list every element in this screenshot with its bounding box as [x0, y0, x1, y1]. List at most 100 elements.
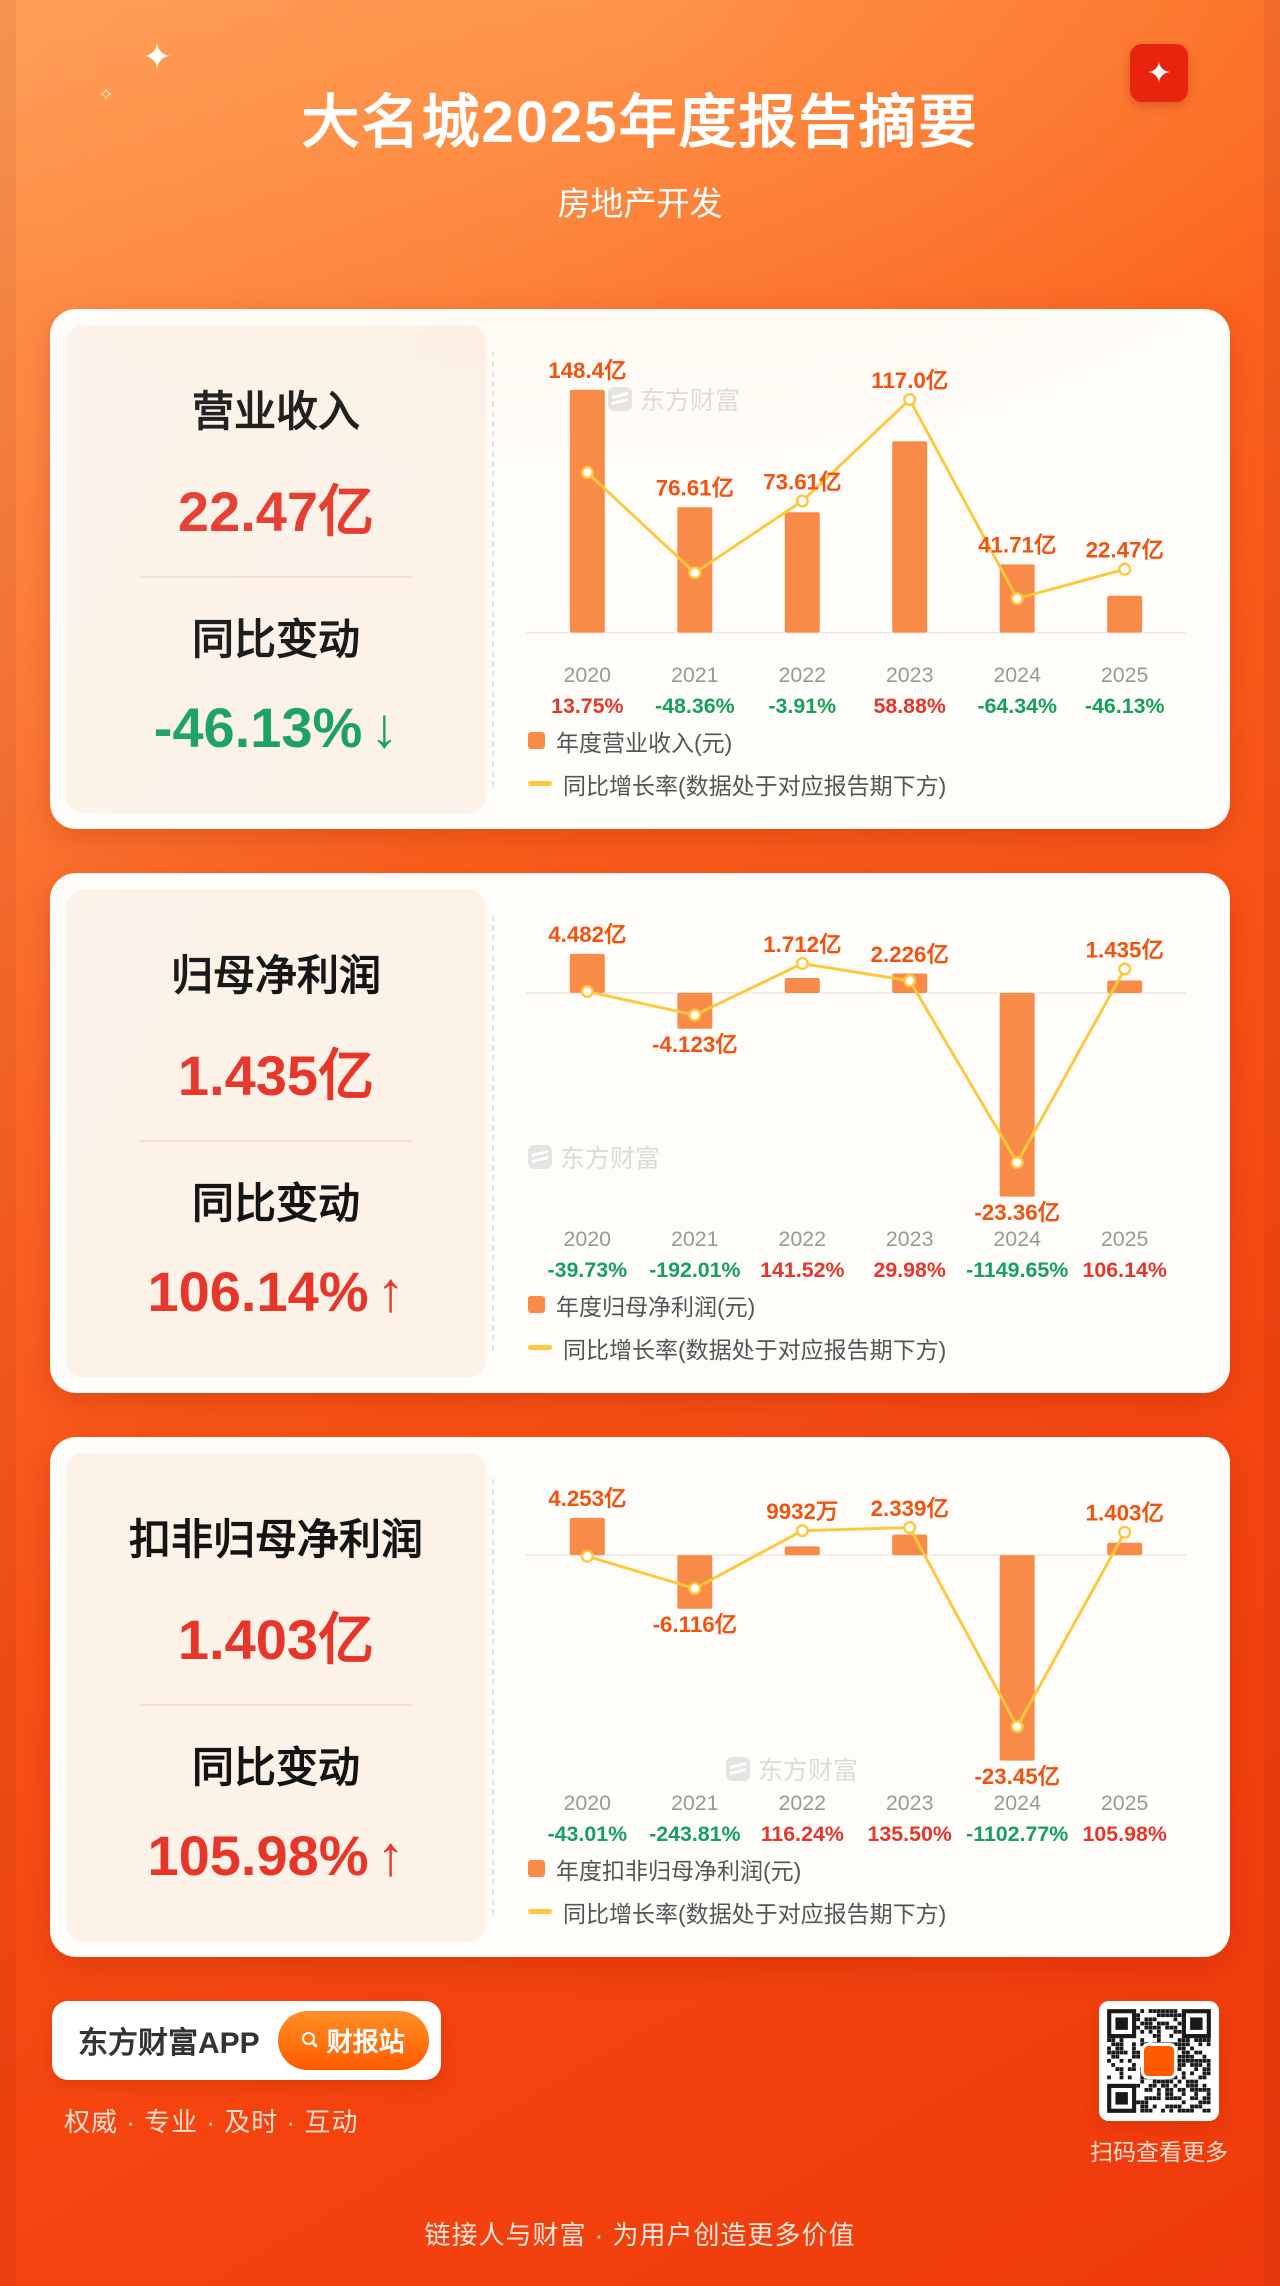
line-legend-swatch — [528, 1909, 552, 1915]
line-marker — [795, 956, 809, 970]
line-legend-swatch — [528, 781, 552, 787]
line-marker — [1010, 591, 1024, 605]
line-legend-label: 同比增长率(数据处于对应报告期下方) — [563, 1900, 947, 1927]
line-marker — [688, 1008, 702, 1022]
year-label: 2022 — [779, 1791, 827, 1815]
bar-value-label: 2.226亿 — [871, 942, 949, 967]
growth-label: -64.34% — [977, 694, 1057, 718]
bar-value-label: 1.435亿 — [1086, 937, 1164, 962]
bar-legend-swatch — [528, 732, 545, 750]
growth-label: -192.01% — [649, 1258, 740, 1282]
line-marker — [1010, 1719, 1024, 1733]
metric-label: 扣非归母净利润 — [128, 1515, 423, 1563]
line-marker — [580, 984, 594, 998]
line-marker — [688, 565, 702, 580]
year-label: 2021 — [671, 663, 719, 687]
change-value: -46.13% ↓ — [154, 695, 399, 760]
metric-value: 1.403亿 — [177, 1607, 375, 1671]
bar-value-label: 4.482亿 — [548, 922, 626, 947]
year-label: 2023 — [886, 663, 934, 687]
footer-slogan: 权威 · 专业 · 及时 · 互动 — [64, 2106, 359, 2137]
bar — [1107, 595, 1143, 633]
line-marker — [795, 1523, 809, 1537]
growth-line — [586, 961, 1126, 1164]
bar — [569, 389, 605, 633]
legend-line-row: 同比增长率(数据处于对应报告期下方) — [528, 1331, 1200, 1365]
net-profit-bar-line-chart: 4.482亿 -4.123亿 1.712亿 2.226亿 -23.36亿 1.435亿 20… — [525, 922, 1187, 1282]
divider — [140, 1703, 412, 1706]
bar-value-label: -23.45亿 — [974, 1764, 1060, 1789]
qr-caption: 扫码查看更多 — [1090, 2138, 1228, 2165]
change-value: 105.98% ↑ — [147, 1823, 404, 1888]
legend-line-row: 同比增长率(数据处于对应报告期下方) — [528, 767, 1200, 801]
bar — [892, 1534, 928, 1555]
change-value: 106.14% ↑ — [147, 1259, 404, 1324]
legend-bar-row: 年度营业收入(元) — [528, 724, 1200, 758]
bar — [892, 440, 928, 633]
change-label: 同比变动 — [191, 1179, 360, 1227]
bar-value-label: 9932万 — [766, 1499, 838, 1524]
year-label: 2023 — [886, 1227, 934, 1251]
metric-panel: 扣非归母净利润 1.403亿 同比变动 105.98% ↑ — [66, 1452, 486, 1941]
change-arrow-icon: ↑ — [376, 1823, 405, 1887]
divider — [140, 1139, 412, 1142]
growth-label: 58.88% — [873, 694, 945, 718]
bar — [569, 953, 605, 993]
bar-value-label: -23.36亿 — [974, 1200, 1060, 1225]
metric-panel: 归母净利润 1.435亿 同比变动 106.14% ↑ — [66, 888, 486, 1377]
line-marker — [580, 465, 594, 479]
metric-label: 营业收入 — [191, 387, 360, 435]
change-label: 同比变动 — [191, 1743, 360, 1791]
growth-label: -1149.65% — [966, 1258, 1068, 1282]
line-marker — [903, 973, 917, 987]
line-legend-label: 同比增长率(数据处于对应报告期下方) — [563, 1336, 947, 1363]
bar-value-label: 117.0亿 — [871, 368, 948, 393]
chart-panel: 东方财富 4.482亿 -4.123亿 1.712亿 2.226亿 -23.36亿 1.4… — [486, 889, 1214, 1377]
bar-value-label: 1.712亿 — [763, 932, 841, 957]
year-label: 2020 — [564, 663, 612, 687]
year-label: 2025 — [1101, 1791, 1149, 1815]
bar-value-label: 76.61亿 — [656, 475, 734, 500]
line-marker — [1118, 962, 1132, 976]
growth-label: -43.01% — [548, 1822, 628, 1846]
app-pill[interactable]: 东方财富APP 财报站 — [52, 2000, 441, 2080]
divider — [140, 575, 412, 578]
chart-legend: 年度营业收入(元) 同比增长率(数据处于对应报告期下方) — [528, 724, 1200, 801]
metric-card-deducted-net-profit: 扣非归母净利润 1.403亿 同比变动 105.98% ↑ 东方财富 4.253… — [50, 1436, 1230, 1957]
bar-legend-label: 年度扣非归母净利润(元) — [556, 1857, 802, 1884]
year-label: 2024 — [993, 663, 1041, 687]
growth-label: 116.24% — [761, 1822, 844, 1846]
qr-code[interactable] — [1099, 2000, 1219, 2121]
change-percent: 105.98% — [147, 1823, 369, 1887]
year-label: 2024 — [993, 1227, 1041, 1251]
year-label: 2021 — [671, 1791, 719, 1815]
line-marker — [903, 1520, 917, 1534]
line-legend-swatch — [528, 1345, 552, 1351]
line-legend-label: 同比增长率(数据处于对应报告期下方) — [563, 772, 947, 799]
year-label: 2025 — [1101, 1227, 1149, 1251]
revenue-bar-line-chart: 148.4亿 76.61亿 73.61亿 117.0亿 41.71亿 22.47亿 2020… — [525, 358, 1187, 718]
header: 大名城2025年度报告摘要 房地产开发 — [0, 0, 1280, 225]
page-subtitle: 房地产开发 — [557, 184, 723, 222]
chart-legend: 年度归母净利润(元) 同比增长率(数据处于对应报告期下方) — [528, 1288, 1200, 1365]
growth-label: -243.81% — [649, 1822, 740, 1846]
growth-label: 106.14% — [1083, 1258, 1167, 1282]
year-label: 2022 — [779, 663, 827, 687]
bar-value-label: 4.253亿 — [548, 1486, 626, 1511]
report-station-button[interactable]: 财报站 — [277, 2010, 429, 2070]
metric-cards: 营业收入 22.47亿 同比变动 -46.13% ↓ 东方财富 148.4亿 76… — [0, 308, 1280, 1957]
change-percent: -46.13% — [153, 695, 363, 759]
bar — [784, 511, 820, 633]
change-arrow-icon: ↓ — [370, 695, 399, 759]
footer-tagline: 链接人与财富 · 为用户创造更多价值 — [424, 2220, 856, 2250]
change-label: 同比变动 — [191, 615, 360, 663]
growth-line — [586, 397, 1126, 600]
line-marker — [1118, 1525, 1132, 1539]
qr-center-logo — [1140, 2042, 1178, 2079]
bar-legend-label: 年度营业收入(元) — [556, 729, 733, 756]
growth-label: -46.13% — [1085, 694, 1165, 718]
bar-value-label: -4.123亿 — [652, 1032, 738, 1057]
growth-label: 141.52% — [760, 1258, 844, 1282]
growth-label: -1102.77% — [966, 1822, 1068, 1846]
